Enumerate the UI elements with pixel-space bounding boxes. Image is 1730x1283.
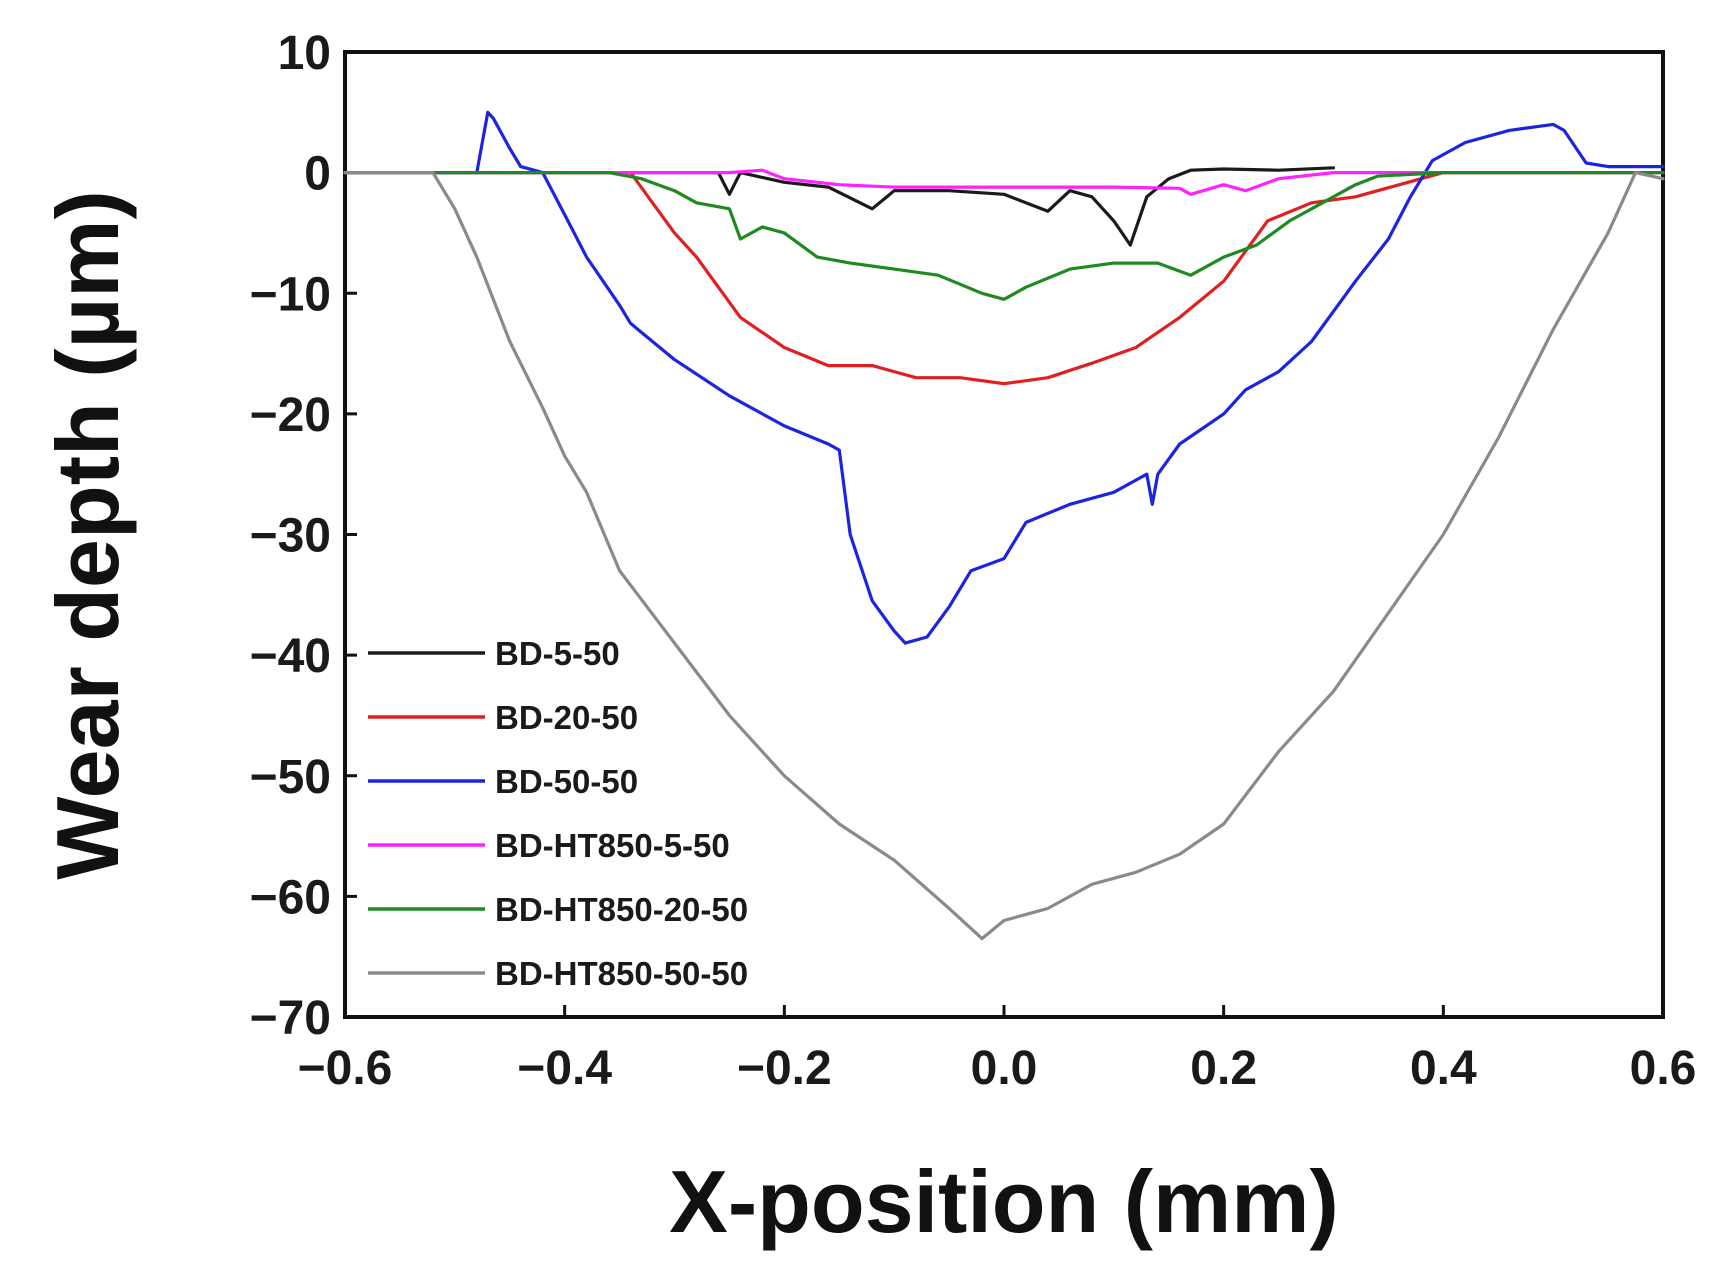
y-tick-label: −30 [250, 510, 331, 563]
y-tick-label: 0 [304, 148, 331, 201]
y-tick-label: 10 [278, 27, 331, 80]
y-tick-label: −10 [250, 268, 331, 321]
x-tick-label: 0.6 [1630, 1042, 1697, 1095]
series-line-BD-20-50 [343, 171, 1665, 386]
y-tick-label: −60 [250, 871, 331, 924]
y-tick-label: −50 [250, 751, 331, 804]
legend-label: BD-50-50 [495, 763, 638, 800]
y-tick-label: −20 [250, 389, 331, 442]
y-axis-ticks: 10 0 −10 −20 −30 −40 −50 −60 −70 [250, 27, 357, 1045]
series-line-BD-5-50 [343, 166, 1336, 247]
legend-label: BD-HT850-20-50 [495, 891, 748, 928]
legend-label: BD-HT850-5-50 [495, 827, 730, 864]
y-tick-label: −40 [250, 630, 331, 683]
series-layer [343, 110, 1665, 941]
legend-label: BD-HT850-50-50 [495, 955, 748, 992]
x-axis-title: X-position (mm) [669, 1152, 1339, 1251]
x-tick-label: 0.2 [1190, 1042, 1257, 1095]
x-tick-label: 0.0 [971, 1042, 1038, 1095]
legend: BD-5-50 BD-20-50 BD-50-50 BD-HT850-5-50 BD-H… [368, 635, 748, 992]
x-tick-label: −0.2 [737, 1042, 832, 1095]
y-axis-title: Wear depth (µm) [38, 190, 137, 880]
x-tick-label: −0.6 [298, 1042, 393, 1095]
series-line-BD-HT850-20-50 [343, 171, 1665, 301]
series-line-BD-HT850-5-50 [343, 168, 1665, 196]
x-tick-label: −0.4 [517, 1042, 612, 1095]
legend-label: BD-5-50 [495, 635, 620, 672]
series-line-BD-50-50 [343, 110, 1665, 645]
x-axis-ticks: −0.6 −0.4 −0.2 0.0 0.2 0.4 0.6 [298, 1005, 1697, 1095]
series-line-BD-HT850-50-50 [343, 171, 1665, 941]
x-tick-label: 0.4 [1410, 1042, 1477, 1095]
y-tick-label: −70 [250, 992, 331, 1045]
legend-label: BD-20-50 [495, 699, 638, 736]
plot-frame [343, 50, 1665, 1019]
